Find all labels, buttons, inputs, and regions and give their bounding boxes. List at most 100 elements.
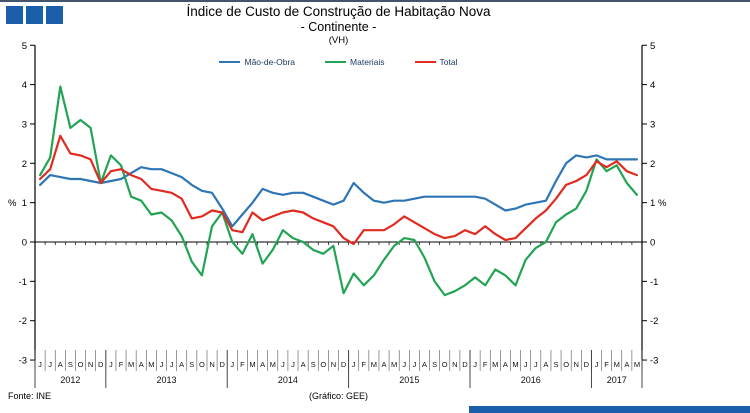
legend-label: Total xyxy=(439,57,458,67)
axis-label: 3 xyxy=(650,119,655,130)
axis-label: D xyxy=(98,360,104,369)
axis-label: J xyxy=(281,360,285,369)
axis-label: J xyxy=(534,360,538,369)
axis-label: S xyxy=(432,360,437,369)
axis-label: -2 xyxy=(19,316,27,327)
axis-label: F xyxy=(240,360,245,369)
three-squares-logo-icon xyxy=(6,6,63,24)
legend: Mão-de-Obra Materiais Total xyxy=(35,57,642,67)
axis-label: M xyxy=(512,360,518,369)
axis-label: J xyxy=(160,360,164,369)
axis-label: F xyxy=(483,360,488,369)
axis-label: O xyxy=(320,360,326,369)
axis-label: N xyxy=(574,360,579,369)
axis-label: A xyxy=(624,360,629,369)
axis-label: 2012 xyxy=(60,375,80,385)
axis-label: M xyxy=(492,360,498,369)
axis-label: O xyxy=(563,360,569,369)
chart-unit-label: (VH) xyxy=(328,35,349,46)
axis-label: 1 xyxy=(650,198,655,209)
axis-label: J xyxy=(524,360,528,369)
axis-label: A xyxy=(260,360,265,369)
legend-line-sample-icon xyxy=(219,60,241,64)
legend-line-sample-icon xyxy=(414,60,436,64)
axis-label: A xyxy=(422,360,427,369)
axis-label: J xyxy=(402,360,406,369)
axis-label: M xyxy=(270,360,276,369)
axis-label: M xyxy=(371,360,377,369)
axis-label: M xyxy=(614,360,620,369)
credit-note: (Gráfico: GEE) xyxy=(308,391,368,401)
chart-title: Índice de Custo de Construção de Habitaç… xyxy=(186,4,491,19)
axis-label: % xyxy=(8,198,17,209)
axis-label: 2017 xyxy=(607,375,627,385)
chart-subtitle: - Continente - xyxy=(300,20,377,34)
axis-label: J xyxy=(48,360,52,369)
axis-label: 5 xyxy=(650,41,655,52)
zero-axis xyxy=(34,241,643,245)
axis-label: 4 xyxy=(650,80,655,91)
axis-label: S xyxy=(68,360,73,369)
axis-label: J xyxy=(230,360,234,369)
axis-label: M xyxy=(128,360,134,369)
axis-label: 0 xyxy=(650,238,655,249)
axis-label: 2016 xyxy=(521,375,541,385)
footer-bar xyxy=(469,406,750,413)
axis-label: J xyxy=(352,360,356,369)
axis-label: -3 xyxy=(19,356,27,367)
logo-square-icon xyxy=(26,6,43,24)
axis-label: M xyxy=(391,360,397,369)
axis-label: A xyxy=(382,360,387,369)
axis-label: F xyxy=(119,360,124,369)
series-lines xyxy=(38,85,639,297)
axis-label: N xyxy=(452,360,457,369)
axis-label: D xyxy=(341,360,347,369)
legend-item-mao-de-obra: Mão-de-Obra xyxy=(219,57,295,67)
top-border-line xyxy=(0,0,750,2)
axis-label: 5 xyxy=(22,41,27,52)
axis-label: 2015 xyxy=(399,375,419,385)
axis-label: N xyxy=(88,360,93,369)
axis-label: O xyxy=(78,360,84,369)
legend-label: Materiais xyxy=(350,57,385,67)
axis-label: J xyxy=(413,360,417,369)
chart-title-block: Índice de Custo de Construção de Habitaç… xyxy=(35,4,642,47)
axis-label: D xyxy=(219,360,225,369)
axis-label: S xyxy=(189,360,194,369)
axis-label: 2014 xyxy=(278,375,298,385)
axis-label: 2 xyxy=(650,159,655,170)
logo-square-icon xyxy=(46,6,63,24)
axis-label: % xyxy=(658,198,667,209)
axis-label: O xyxy=(442,360,448,369)
axis-label: M xyxy=(249,360,255,369)
legend-item-total: Total xyxy=(414,57,458,67)
axis-label: D xyxy=(584,360,590,369)
axis-label: J xyxy=(109,360,113,369)
axis-label: J xyxy=(38,360,42,369)
axis-label: 2013 xyxy=(157,375,177,385)
axis-label: 1 xyxy=(22,198,27,209)
axis-label: M xyxy=(148,360,154,369)
series-line-mao-de-obra xyxy=(38,154,639,228)
year-axis: 2012 2013 2014 2015 2016 2017 xyxy=(34,350,643,388)
axis-label: F xyxy=(361,360,366,369)
axis-label: A xyxy=(179,360,184,369)
axis-label: J xyxy=(473,360,477,369)
axis-label: -1 xyxy=(19,277,27,288)
axis-label: M xyxy=(634,360,640,369)
axis-label: D xyxy=(462,360,468,369)
axis-label: 2 xyxy=(22,159,27,170)
axis-label: 0 xyxy=(22,238,27,249)
series-line-materiais xyxy=(38,85,639,297)
axis-label: N xyxy=(331,360,336,369)
axis-label: 3 xyxy=(22,119,27,130)
axis-label: A xyxy=(503,360,508,369)
axis-label: N xyxy=(209,360,214,369)
axis-label: -1 xyxy=(650,277,658,288)
axis-label: O xyxy=(199,360,205,369)
axis-label: A xyxy=(58,360,63,369)
axis-label: S xyxy=(554,360,559,369)
